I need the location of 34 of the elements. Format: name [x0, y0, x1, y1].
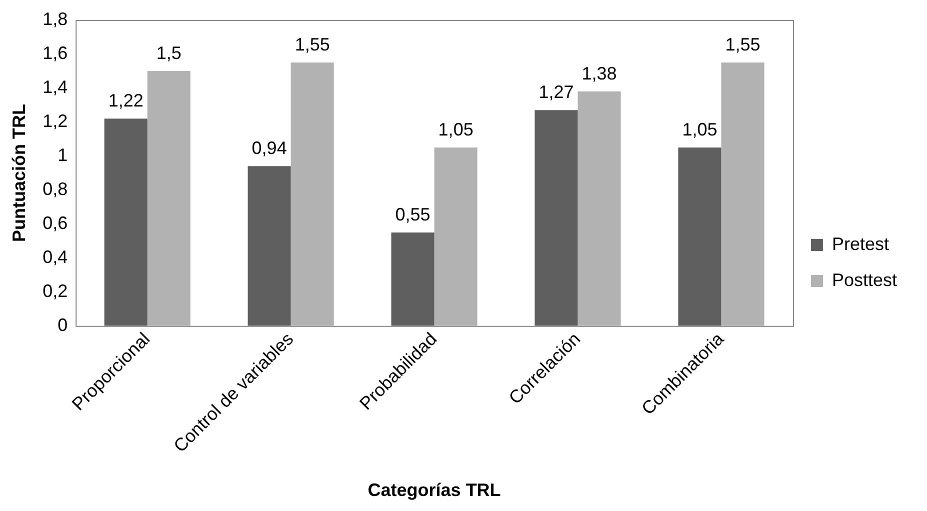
data-label: 1,38 — [582, 63, 617, 84]
data-label: 1,55 — [725, 34, 760, 54]
y-tick-label: 0 — [58, 314, 68, 335]
y-tick-label: 1,6 — [42, 42, 68, 63]
bar — [248, 166, 291, 326]
y-tick-label: 1 — [58, 144, 68, 165]
bar — [391, 232, 434, 326]
data-label: 0,94 — [252, 138, 287, 158]
y-tick-label: 1,4 — [42, 76, 68, 97]
data-label: 1,27 — [538, 82, 574, 102]
y-tick-label: 0,4 — [42, 246, 68, 267]
y-axis-title: Puntuación TRL — [8, 104, 29, 242]
data-label: 1,5 — [156, 42, 182, 63]
data-label: 1,22 — [108, 90, 144, 111]
bar — [678, 147, 722, 326]
bar — [578, 91, 621, 326]
bar — [104, 118, 148, 326]
y-tick-label: 1,2 — [42, 110, 68, 131]
bar — [147, 70, 190, 326]
bar — [721, 62, 764, 326]
data-label: 1,05 — [438, 119, 474, 140]
bar — [290, 62, 334, 326]
data-label: 0,55 — [395, 204, 430, 224]
y-tick-label: 0,2 — [42, 280, 68, 301]
y-tick-label: 1,8 — [42, 8, 68, 29]
data-label: 1,05 — [682, 119, 718, 140]
y-tick-label: 0,8 — [42, 178, 68, 199]
x-axis-title: Categorías TRL — [368, 480, 501, 500]
y-tick-label: 0,6 — [42, 212, 68, 233]
bar — [534, 110, 578, 326]
bar — [434, 147, 478, 326]
data-label: 1,55 — [294, 34, 330, 54]
legend-label: Pretest — [832, 234, 889, 254]
legend-label: Posttest — [832, 270, 897, 290]
